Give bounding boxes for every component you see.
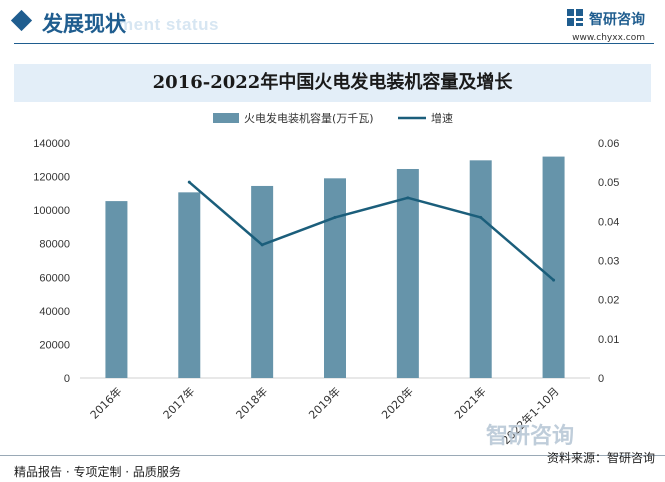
footer-divider	[0, 455, 665, 456]
growth-point	[260, 243, 264, 247]
x-tick-label: 2016年	[87, 384, 124, 421]
y-left-tick-label: 0	[64, 373, 70, 385]
brand-name: 智研咨询	[589, 12, 645, 28]
y-left-tick-label: 140000	[33, 138, 70, 150]
y-left-tick-label: 100000	[33, 205, 70, 217]
growth-point	[187, 180, 191, 184]
y-right-tick-label: 0	[598, 373, 604, 385]
y-left-tick-label: 20000	[39, 339, 70, 351]
legend-bar-label: 火电发电装机容量(万千瓦)	[244, 111, 374, 125]
growth-line	[188, 181, 555, 282]
legend-line-label: 增速	[431, 111, 453, 125]
y-right-tick-label: 0.02	[598, 295, 619, 307]
growth-point	[406, 196, 410, 200]
y-right-tick-label: 0.06	[598, 138, 619, 150]
footer-slogan: 精品报告 · 专项定制 · 品质服务	[14, 465, 181, 479]
header-divider	[14, 43, 654, 44]
watermark-logo: 智研咨询	[486, 424, 575, 449]
bar	[178, 192, 201, 378]
growth-point	[333, 215, 337, 219]
legend-bar-swatch	[213, 113, 239, 123]
brand-logo-icon	[567, 9, 583, 26]
y-left-tick-label: 120000	[33, 172, 70, 184]
y-right-tick-label: 0.05	[598, 177, 619, 189]
chart-title: 2016-2022年中国火电发电装机容量及增长	[152, 72, 513, 93]
y-left-tick-label: 80000	[39, 239, 70, 251]
bar	[105, 201, 128, 378]
bar	[542, 156, 565, 378]
footer-source: 资料来源：智研咨询	[546, 451, 655, 465]
brand: 智研咨询	[567, 9, 645, 29]
bar	[324, 178, 346, 378]
x-tick-label: 2018年	[233, 384, 270, 421]
footer: 精品报告 · 专项定制 · 品质服务 资料来源：智研咨询	[0, 451, 665, 482]
y-right-tick-label: 0.03	[598, 256, 619, 268]
bar	[251, 185, 274, 378]
bar	[396, 168, 419, 378]
y-left-tick-label: 60000	[39, 272, 70, 284]
x-tick-label: 2020年	[379, 384, 416, 421]
bar	[469, 160, 492, 378]
y-right-tick-label: 0.04	[598, 216, 619, 228]
brand-url[interactable]: www.chyxx.com	[572, 33, 645, 43]
growth-point	[479, 215, 483, 219]
y-left-tick-label: 40000	[39, 306, 70, 318]
x-tick-label: 2019年	[306, 384, 343, 421]
x-tick-label: 2021年	[451, 384, 488, 421]
section-subtitle-watermark: ment status	[118, 15, 219, 34]
growth-point	[552, 278, 556, 282]
header: ment status 发展现状 智研咨询 www.chyxx.com	[0, 0, 665, 44]
chart: 0 20000 40000 60000 80000 100000 120000 140000 0…	[33, 111, 619, 447]
x-tick-label: 2017年	[160, 384, 197, 421]
chart-title-bar: 2016-2022年中国火电发电装机容量及增长	[14, 64, 651, 102]
section-title: 发展现状	[42, 12, 126, 36]
y-right-tick-label: 0.01	[598, 334, 619, 346]
